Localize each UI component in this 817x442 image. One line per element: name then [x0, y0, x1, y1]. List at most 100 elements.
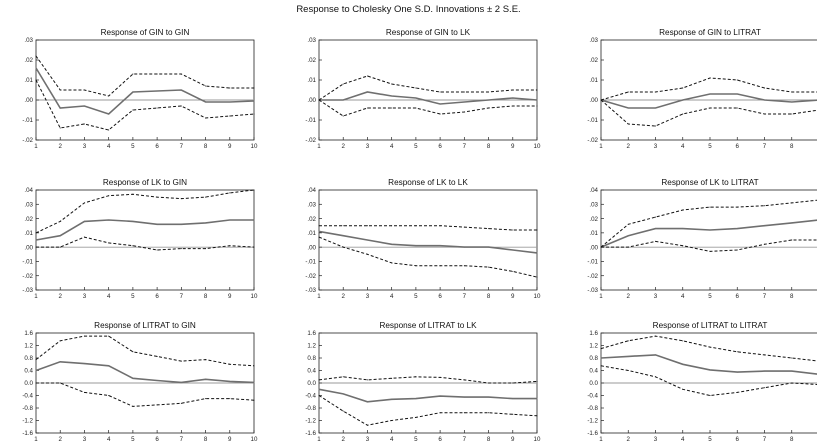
y-tick-label: -1.2 — [22, 418, 33, 425]
response-line — [35, 360, 255, 384]
panel-title: Response of LITRAT to LITRAT — [653, 321, 768, 330]
panel-title: Response of GIN to LK — [386, 28, 471, 37]
x-tick-label: 2 — [627, 436, 631, 442]
response-point — [318, 388, 320, 390]
upper-point — [108, 335, 110, 337]
upper-line — [600, 335, 817, 362]
lower-point — [764, 113, 765, 115]
upper-point — [439, 91, 441, 93]
upper-point — [205, 85, 207, 87]
x-tick-label: 2 — [627, 143, 631, 150]
panel-title: Response of GIN to GIN — [101, 28, 190, 37]
upper-point — [764, 87, 765, 89]
upper-point — [229, 192, 231, 194]
upper-point — [366, 75, 368, 77]
upper-point — [132, 193, 134, 195]
upper-point — [391, 225, 393, 227]
response-point — [627, 235, 629, 237]
upper-point — [655, 216, 656, 218]
upper-point — [342, 376, 344, 378]
response-point — [391, 398, 393, 400]
response-point — [463, 246, 465, 248]
upper-point — [736, 79, 738, 81]
response-point — [83, 220, 85, 222]
lower-point — [415, 265, 417, 267]
lower-point — [318, 236, 320, 238]
panel-8: Response of LITRAT to LK 1.6 1.2 0.8 0.4 0.0 -… — [305, 321, 541, 442]
lower-point — [156, 249, 158, 251]
y-tick-label: -0.4 — [22, 393, 33, 400]
x-tick-label: 3 — [654, 436, 658, 442]
response-point — [318, 230, 320, 232]
x-tick-label: 7 — [463, 293, 467, 300]
x-tick-label: 7 — [180, 143, 184, 150]
y-tick-label: 0.8 — [307, 355, 316, 362]
lower-point — [229, 115, 231, 117]
y-tick-label: -.01 — [587, 259, 598, 266]
y-tick-label: .00 — [24, 97, 33, 104]
y-tick-label: .02 — [24, 57, 33, 64]
upper-point — [253, 189, 255, 191]
lower-point — [108, 129, 110, 131]
x-tick-label: 5 — [131, 436, 135, 442]
upper-line — [35, 55, 254, 97]
y-tick-label: -0.8 — [587, 405, 598, 412]
x-tick-label: 10 — [251, 143, 258, 150]
x-tick-label: 4 — [107, 436, 111, 442]
response-point — [366, 91, 368, 93]
y-tick-label: .03 — [24, 37, 33, 44]
x-tick-label: 6 — [736, 436, 740, 442]
response-point — [536, 398, 538, 400]
panel-4: Response of LK to GIN .04 .03 .02 .01 .00 -.01… — [22, 178, 258, 300]
upper-line — [318, 75, 537, 101]
response-point — [132, 220, 134, 222]
lower-line — [318, 236, 538, 278]
response-point — [709, 93, 711, 95]
upper-point — [156, 355, 158, 357]
response-point — [682, 99, 684, 101]
lower-point — [318, 395, 320, 396]
lower-point — [791, 113, 793, 115]
upper-point — [488, 382, 490, 384]
upper-point — [180, 73, 182, 75]
x-tick-label: 2 — [341, 293, 345, 300]
y-tick-label: -.03 — [22, 287, 33, 294]
upper-point — [318, 379, 320, 381]
y-tick-label: -1.2 — [587, 418, 598, 425]
upper-point — [108, 95, 110, 97]
x-tick-label: 6 — [155, 293, 159, 300]
upper-point — [132, 351, 134, 353]
lower-point — [342, 246, 344, 248]
upper-point — [366, 379, 368, 381]
x-tick-label: 3 — [83, 436, 87, 442]
y-tick-label: -.01 — [22, 117, 33, 124]
x-tick-label: 4 — [390, 143, 394, 150]
response-line — [319, 91, 538, 105]
y-tick-label: 0.0 — [589, 380, 598, 387]
upper-point — [83, 202, 85, 204]
lower-point — [83, 236, 85, 238]
lower-point — [108, 395, 110, 396]
lower-point — [156, 404, 158, 406]
x-tick-label: 1 — [34, 436, 38, 442]
upper-point — [253, 365, 255, 367]
lower-point — [391, 107, 393, 109]
x-tick-label: 4 — [681, 143, 685, 150]
x-tick-label: 8 — [790, 436, 794, 442]
lower-point — [391, 420, 393, 421]
lower-point — [59, 382, 61, 384]
response-point — [366, 239, 368, 241]
y-tick-label: -1.6 — [305, 430, 316, 437]
lower-line — [35, 79, 255, 131]
upper-point — [391, 83, 393, 85]
x-tick-label: 10 — [251, 293, 258, 300]
x-tick-label: 4 — [681, 436, 685, 442]
x-tick-label: 3 — [366, 143, 370, 150]
response-point — [229, 380, 231, 382]
response-point — [463, 396, 465, 398]
response-point — [439, 395, 441, 397]
response-point — [764, 99, 765, 101]
response-point — [488, 246, 490, 248]
response-point — [415, 398, 417, 400]
x-tick-label: 7 — [763, 143, 767, 150]
